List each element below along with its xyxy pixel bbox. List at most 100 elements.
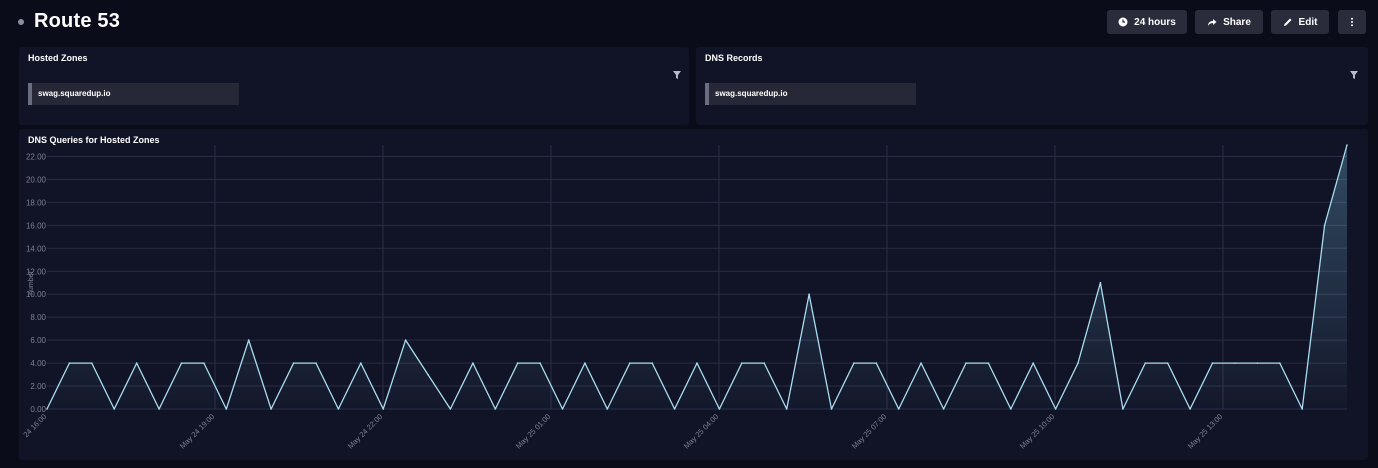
- data-point: [965, 362, 967, 364]
- data-point: [1010, 408, 1012, 410]
- time-range-button[interactable]: 24 hours: [1107, 10, 1187, 34]
- share-icon: [1208, 19, 1217, 26]
- chart-title: DNS Queries for Hosted Zones: [28, 135, 160, 145]
- dashboard-header: Route 53 24 hours Share Edit: [0, 0, 1378, 44]
- data-point: [1279, 362, 1281, 364]
- x-tick-label: May 24 19:00: [178, 412, 217, 451]
- status-dot: [18, 19, 24, 25]
- page-title: Route 53: [34, 10, 121, 32]
- share-label: Share: [1223, 16, 1251, 28]
- data-point: [1189, 408, 1191, 410]
- data-point: [606, 408, 609, 410]
- data-point: [1122, 408, 1124, 410]
- y-tick-label: 16.00: [26, 221, 47, 230]
- data-point: [651, 362, 653, 364]
- data-point: [1099, 281, 1102, 284]
- data-point: [494, 408, 497, 410]
- y-tick-label: 12.00: [26, 267, 47, 276]
- dns-records-panel: DNS Records swag.squaredup.io: [696, 47, 1368, 125]
- dns-record-tag[interactable]: swag.squaredup.io: [705, 83, 916, 105]
- data-point: [875, 362, 878, 364]
- data-point: [68, 362, 71, 364]
- data-point: [427, 373, 429, 376]
- clock-icon: [1118, 17, 1128, 27]
- edit-label: Edit: [1298, 16, 1318, 28]
- y-tick-label: 2.00: [30, 382, 46, 391]
- data-point: [1211, 362, 1214, 364]
- data-point: [315, 362, 317, 364]
- pencil-icon: [1283, 18, 1292, 26]
- hosted-zone-tag[interactable]: swag.squaredup.io: [28, 83, 239, 105]
- filter-icon[interactable]: [1350, 71, 1358, 79]
- x-tick-label: May 25 10:00: [1018, 412, 1057, 451]
- data-point: [46, 408, 48, 410]
- data-point: [113, 408, 115, 410]
- time-range-label: 24 hours: [1134, 16, 1176, 28]
- filter-icon[interactable]: [673, 71, 681, 79]
- data-point: [897, 408, 900, 410]
- hosted-zones-title: Hosted Zones: [28, 53, 88, 63]
- data-point: [516, 362, 519, 364]
- dns-records-title: DNS Records: [705, 53, 763, 63]
- x-tick-label: May 24 22:00: [346, 412, 385, 451]
- data-point: [920, 362, 922, 364]
- data-point: [1346, 144, 1348, 146]
- data-point: [584, 362, 586, 364]
- data-point: [225, 408, 228, 410]
- data-point: [1166, 362, 1169, 364]
- y-tick-label: 18.00: [26, 198, 47, 207]
- data-point: [203, 362, 205, 364]
- y-axis-label: number: [28, 270, 35, 294]
- data-point: [942, 408, 945, 410]
- data-point: [1301, 408, 1303, 410]
- data-point: [561, 408, 564, 410]
- data-point: [763, 362, 765, 364]
- data-point: [91, 362, 93, 364]
- data-point: [1054, 408, 1057, 410]
- data-point: [1032, 362, 1034, 364]
- x-tick-label: May 25 13:00: [1186, 412, 1225, 451]
- x-tick-label: 24 16:00: [21, 412, 48, 439]
- data-point: [718, 408, 721, 410]
- data-point: [1256, 362, 1259, 364]
- data-point: [247, 339, 250, 341]
- data-point: [629, 362, 631, 364]
- data-point: [785, 408, 788, 410]
- hosted-zones-panel: Hosted Zones swag.squaredup.io: [19, 47, 689, 125]
- y-tick-label: 20.00: [26, 175, 47, 184]
- data-point: [135, 362, 138, 364]
- data-point: [449, 408, 452, 410]
- y-tick-label: 10.00: [26, 290, 47, 299]
- y-tick-label: 22.00: [26, 152, 47, 161]
- data-point: [270, 408, 272, 410]
- data-point: [830, 408, 833, 410]
- data-point: [472, 362, 474, 364]
- data-point: [1077, 362, 1079, 364]
- data-point: [539, 362, 541, 364]
- data-point: [987, 362, 990, 364]
- data-point: [696, 362, 698, 364]
- data-point: [404, 339, 407, 341]
- data-point: [292, 362, 295, 364]
- share-button[interactable]: Share: [1195, 10, 1263, 34]
- more-options-button[interactable]: [1338, 10, 1366, 34]
- data-point: [741, 362, 743, 364]
- series-area-fill: [47, 145, 1347, 409]
- x-tick-label: May 25 04:00: [682, 412, 721, 451]
- edit-button[interactable]: Edit: [1271, 10, 1329, 34]
- data-point: [808, 293, 810, 296]
- x-tick-label: May 25 01:00: [514, 412, 553, 451]
- data-point: [1144, 362, 1147, 364]
- data-point: [360, 362, 362, 364]
- y-tick-label: 14.00: [26, 244, 47, 253]
- data-point: [673, 408, 676, 410]
- data-point: [158, 408, 160, 410]
- data-point: [337, 408, 340, 410]
- y-tick-label: 8.00: [30, 313, 46, 322]
- y-tick-label: 6.00: [30, 336, 46, 345]
- y-tick-label: 0.00: [30, 405, 46, 414]
- data-point: [180, 362, 183, 364]
- data-point: [382, 408, 385, 410]
- data-point: [1234, 362, 1236, 364]
